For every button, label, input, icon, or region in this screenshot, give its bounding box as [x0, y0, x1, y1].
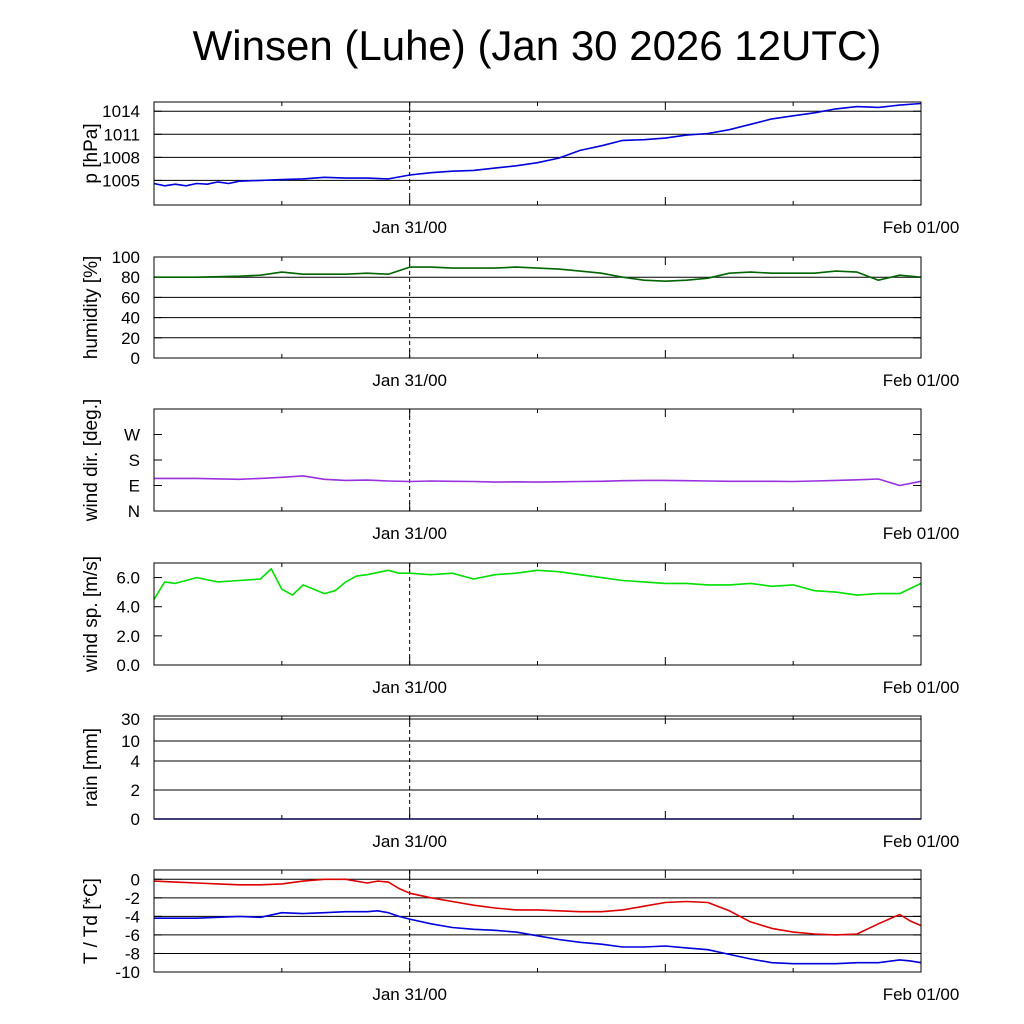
temperature-ytick-label: -2: [125, 889, 140, 908]
wind_direction-ytick-label: W: [124, 426, 140, 445]
wind_speed-ytick-label: 6.0: [116, 569, 140, 588]
humidity-ytick-label: 100: [112, 248, 140, 267]
wind_direction-xtick-label: Feb 01/00: [883, 524, 960, 543]
humidity-panel-frame: [153, 256, 922, 359]
humidity-ytick-label: 40: [121, 309, 140, 328]
temperature-series-0: [153, 878, 922, 936]
wind_direction-ylabel: wind dir. [deg.]: [81, 399, 102, 523]
wind_direction-ytick-label: N: [128, 502, 140, 521]
humidity-ylabel: humidity [%]: [81, 256, 102, 359]
rain-ytick-label: 10: [121, 732, 140, 751]
pressure-xtick-label: Feb 01/00: [883, 218, 960, 237]
humidity-ytick-label: 20: [121, 329, 140, 348]
wind_direction-series-0: [154, 475, 922, 487]
pressure-ylabel: p [hPa]: [81, 123, 102, 183]
wind_speed-ylabel: wind sp. [m/s]: [81, 556, 102, 673]
wind_direction-ytick-label: S: [129, 451, 140, 470]
temperature-ytick-label: -10: [115, 963, 140, 982]
humidity-xtick-label: Feb 01/00: [883, 371, 960, 390]
wind_direction-ytick-label: E: [129, 477, 140, 496]
pressure-xtick-label: Jan 31/00: [372, 218, 447, 237]
rain-ytick-label: 30: [121, 710, 140, 729]
wind_speed-panel-frame: [153, 562, 922, 666]
rain-ytick-label: 0: [131, 810, 140, 829]
humidity-ytick-label: 0: [131, 349, 140, 368]
temperature-xtick-label: Jan 31/00: [372, 985, 447, 1004]
wind_speed-ytick-label: 0.0: [116, 656, 140, 675]
wind_speed-ytick-label: 2.0: [116, 627, 140, 646]
temperature-ylabel: T / Td [*C]: [81, 878, 102, 964]
rain-ytick-label: 4: [131, 752, 140, 771]
humidity-xtick-label: Jan 31/00: [372, 371, 447, 390]
rain-xtick-label: Feb 01/00: [883, 832, 960, 851]
pressure-ytick-label: 1011: [103, 125, 140, 144]
temperature-panel-frame: [153, 869, 922, 973]
temperature-ytick-label: -4: [125, 907, 140, 926]
wind_speed-xtick-label: Jan 31/00: [372, 678, 447, 697]
rain-panel-frame: [153, 715, 922, 820]
wind_speed-series-0: [153, 567, 922, 600]
rain-xtick-label: Jan 31/00: [372, 832, 447, 851]
temperature-ytick-label: 0: [131, 870, 140, 889]
humidity-series-0: [154, 266, 922, 283]
chart-title: Winsen (Luhe) (Jan 30 2026 12UTC): [192, 22, 882, 69]
temperature-ytick-label: -8: [125, 944, 140, 963]
pressure-series-0: [153, 102, 922, 187]
wind_speed-xtick-label: Feb 01/00: [883, 678, 960, 697]
wind_speed-ytick-label: 4.0: [116, 598, 140, 617]
wind_direction-panel-frame: [153, 408, 922, 512]
humidity-ytick-label: 80: [121, 268, 140, 287]
rain-ylabel: rain [mm]: [81, 728, 102, 807]
pressure-ytick-label: 1005: [102, 171, 140, 190]
temperature-ytick-label: -6: [125, 926, 140, 945]
humidity-ytick-label: 60: [121, 288, 140, 307]
pressure-ytick-label: 1014: [102, 102, 140, 121]
pressure-panel-frame: [153, 101, 922, 206]
rain-ytick-label: 2: [131, 781, 140, 800]
temperature-xtick-label: Feb 01/00: [883, 985, 960, 1004]
wind_direction-xtick-label: Jan 31/00: [372, 524, 447, 543]
pressure-ytick-label: 1008: [102, 148, 140, 167]
temperature-series-1: [154, 909, 922, 965]
